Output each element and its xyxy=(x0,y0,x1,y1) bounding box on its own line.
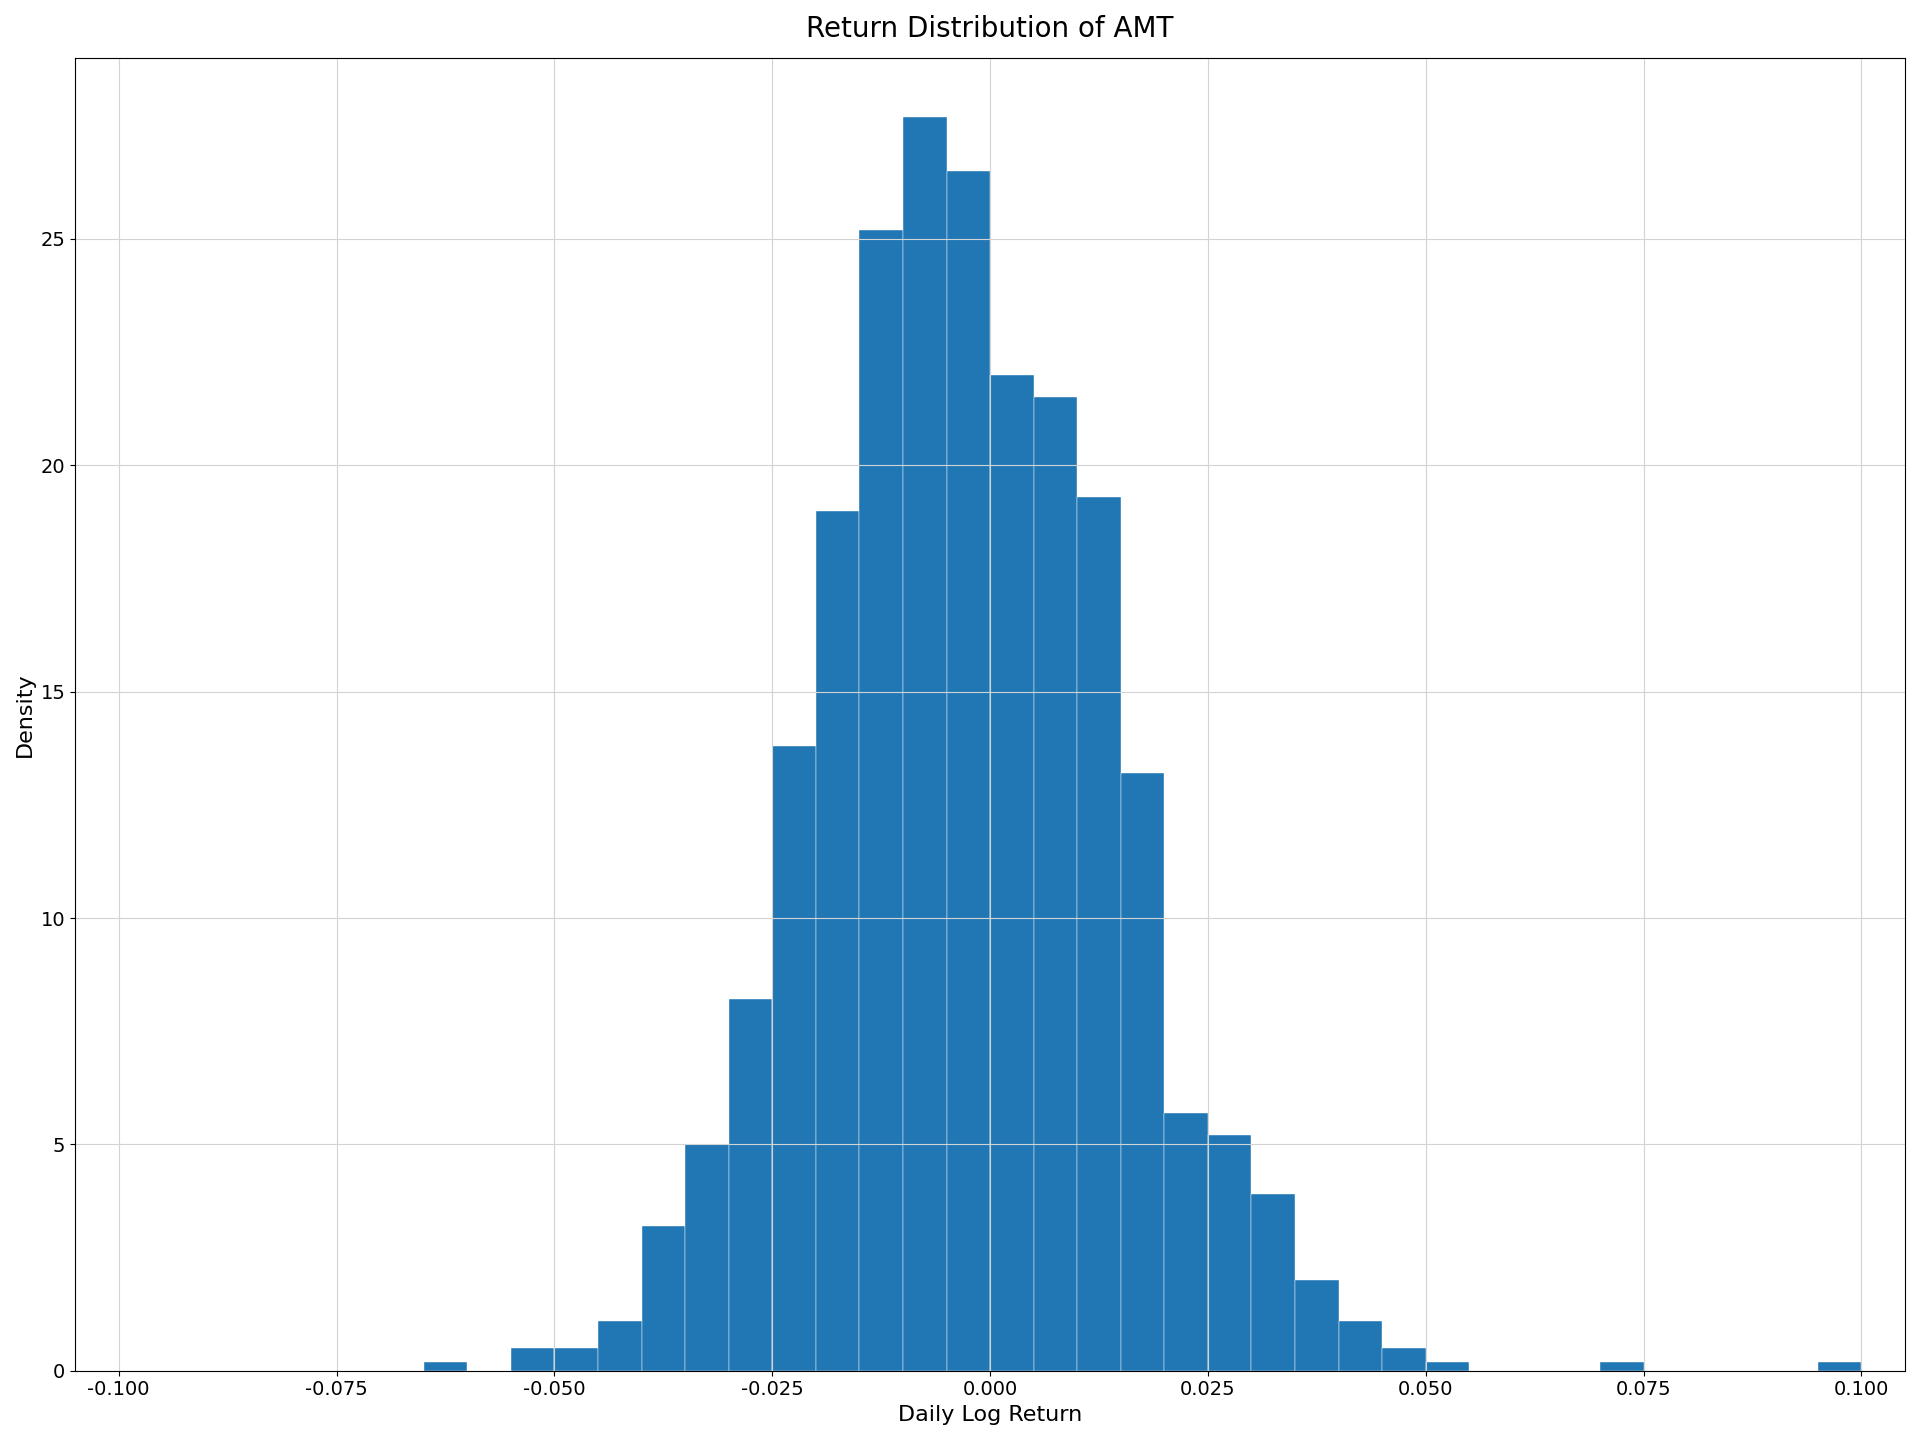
Bar xyxy=(1252,1194,1296,1371)
Bar xyxy=(816,511,860,1371)
Bar xyxy=(991,374,1033,1371)
Bar xyxy=(685,1145,730,1371)
Bar xyxy=(1599,1362,1644,1371)
Bar xyxy=(1164,1113,1208,1371)
Bar xyxy=(597,1320,641,1371)
Y-axis label: Density: Density xyxy=(15,672,35,756)
Bar xyxy=(1818,1362,1860,1371)
Bar xyxy=(947,171,991,1371)
Bar xyxy=(1033,397,1077,1371)
Bar xyxy=(1296,1280,1338,1371)
Bar xyxy=(902,117,947,1371)
Bar xyxy=(1077,497,1121,1371)
Bar xyxy=(511,1348,555,1371)
X-axis label: Daily Log Return: Daily Log Return xyxy=(899,1405,1083,1426)
Bar xyxy=(641,1225,685,1371)
Bar xyxy=(1427,1362,1469,1371)
Bar xyxy=(1208,1135,1252,1371)
Bar xyxy=(1121,773,1164,1371)
Bar xyxy=(424,1362,467,1371)
Bar xyxy=(772,746,816,1371)
Bar xyxy=(730,999,772,1371)
Bar xyxy=(860,230,902,1371)
Bar xyxy=(555,1348,597,1371)
Title: Return Distribution of AMT: Return Distribution of AMT xyxy=(806,14,1173,43)
Bar xyxy=(1338,1320,1382,1371)
Bar xyxy=(1382,1348,1427,1371)
